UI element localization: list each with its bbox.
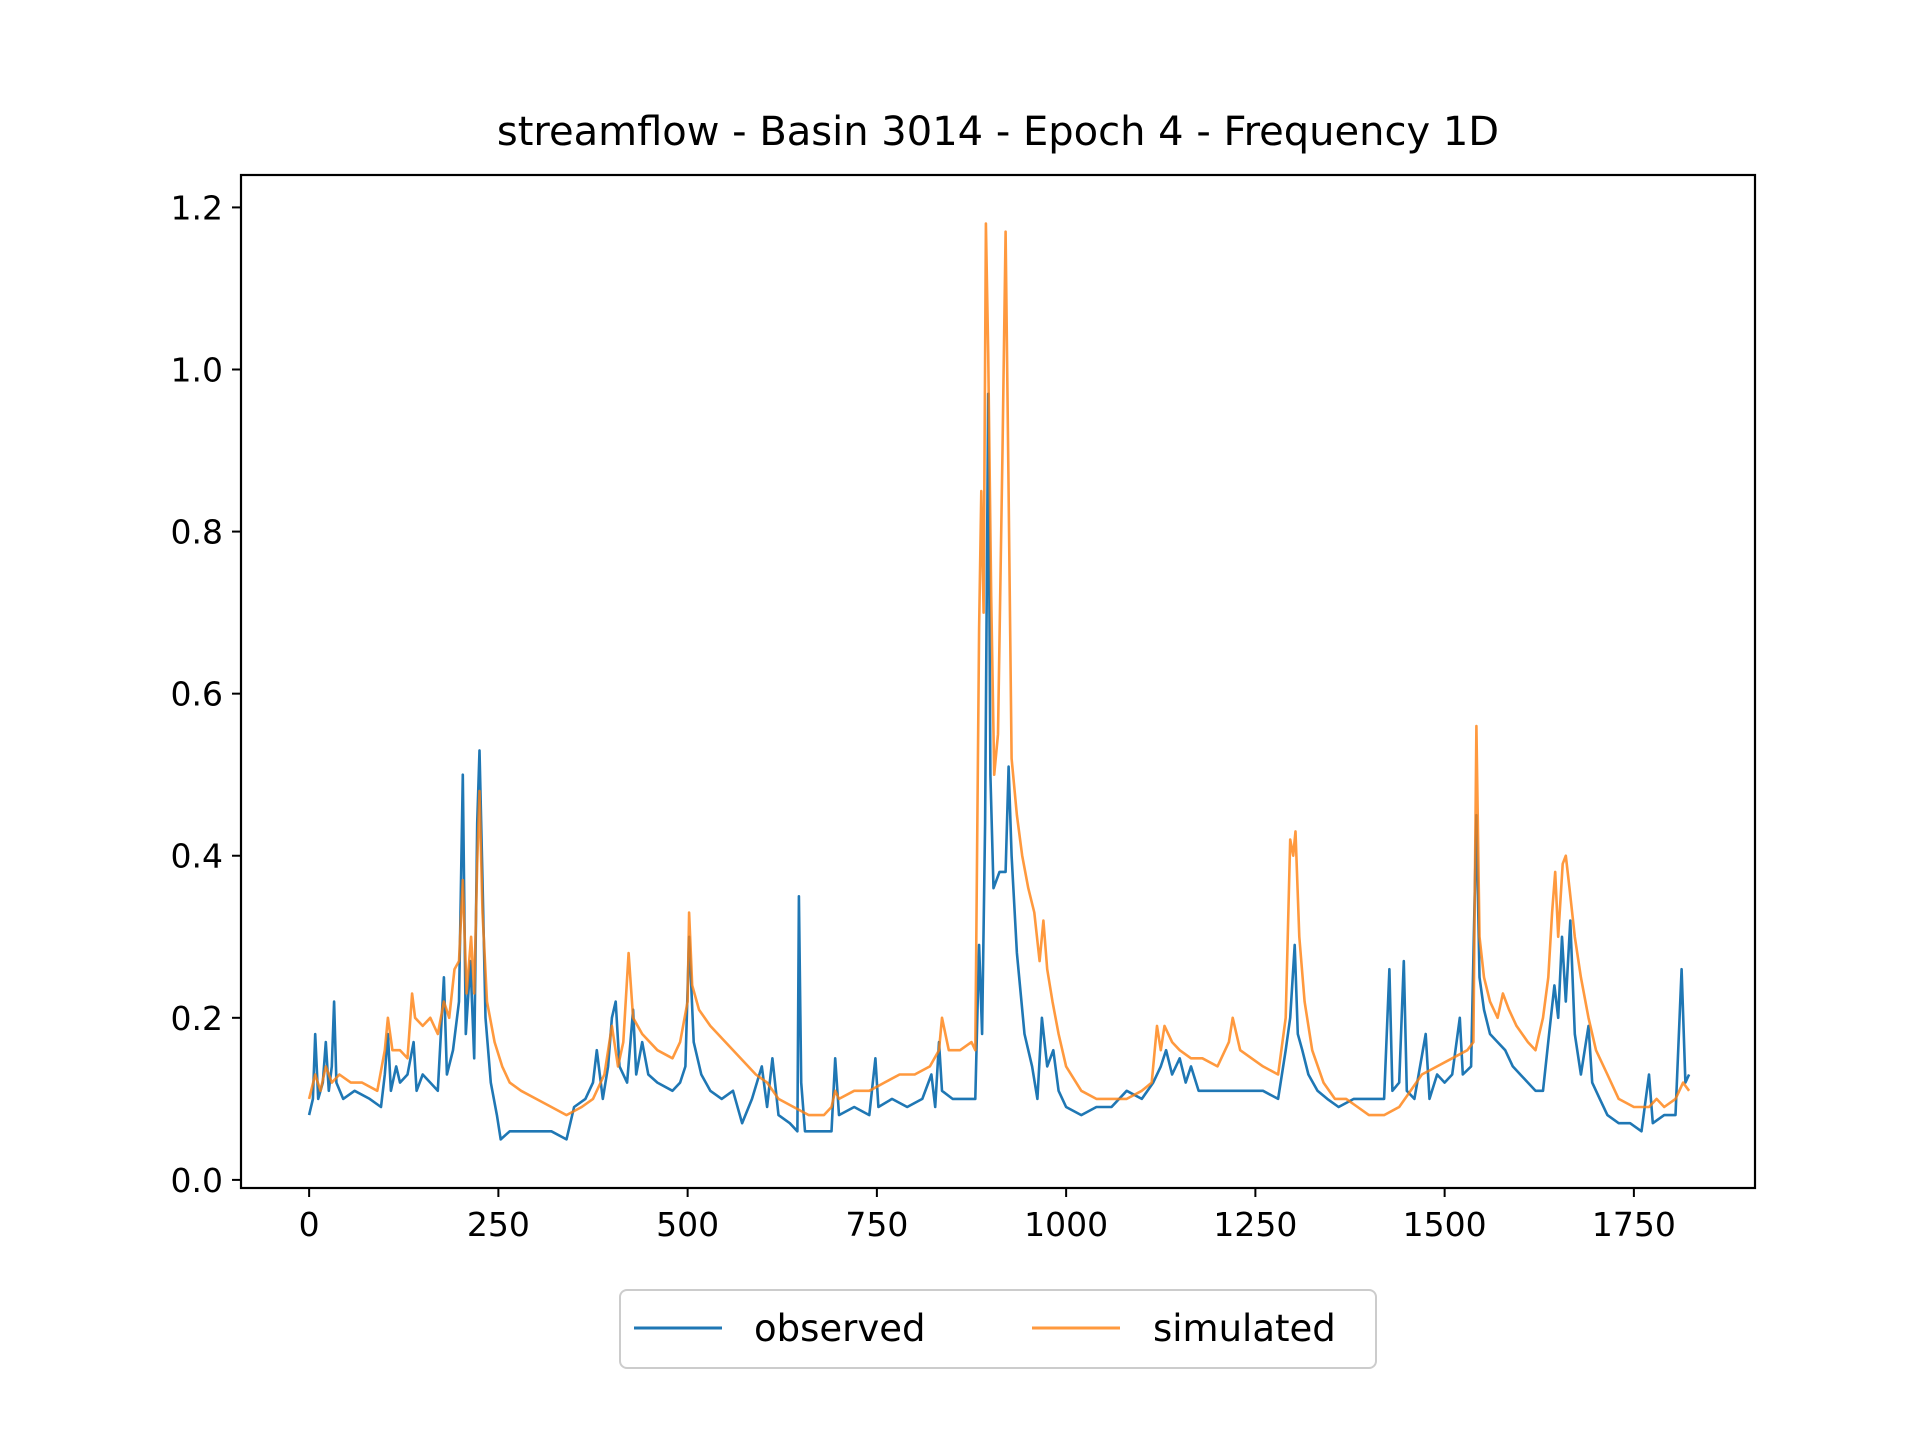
x-axis: 0 250 500 750 1000 1250 1500 1750	[299, 1188, 1676, 1244]
x-tick-label: 500	[656, 1205, 719, 1244]
y-axis: 0.0 0.2 0.4 0.6 0.8 1.0 1.2	[171, 188, 241, 1200]
x-tick-label: 1750	[1592, 1205, 1676, 1244]
x-tick-label: 1500	[1403, 1205, 1487, 1244]
y-tick-label: 0.0	[171, 1161, 223, 1200]
plot-frame	[239, 173, 1757, 1190]
x-tick-label: 750	[845, 1205, 908, 1244]
legend-label-simulated: simulated	[1153, 1307, 1336, 1350]
y-tick-label: 1.2	[171, 188, 223, 227]
chart-title: streamflow - Basin 3014 - Epoch 4 - Freq…	[497, 109, 1499, 155]
x-tick-label: 1250	[1213, 1205, 1297, 1244]
legend-box	[619, 1289, 1377, 1369]
legend-label-observed: observed	[754, 1307, 926, 1350]
x-tick-label: 250	[467, 1205, 530, 1244]
series-layer	[307, 222, 1691, 1141]
y-tick-label: 1.0	[171, 350, 223, 389]
legend: observed simulated	[619, 1289, 1377, 1369]
y-tick-label: 0.2	[171, 999, 223, 1038]
x-tick-label: 1000	[1024, 1205, 1108, 1244]
y-tick-label: 0.8	[171, 513, 223, 552]
series-line-simulated	[307, 222, 1691, 1117]
x-tick-label: 0	[299, 1205, 320, 1244]
y-tick-label: 0.6	[171, 675, 223, 714]
y-tick-label: 0.4	[171, 837, 223, 876]
